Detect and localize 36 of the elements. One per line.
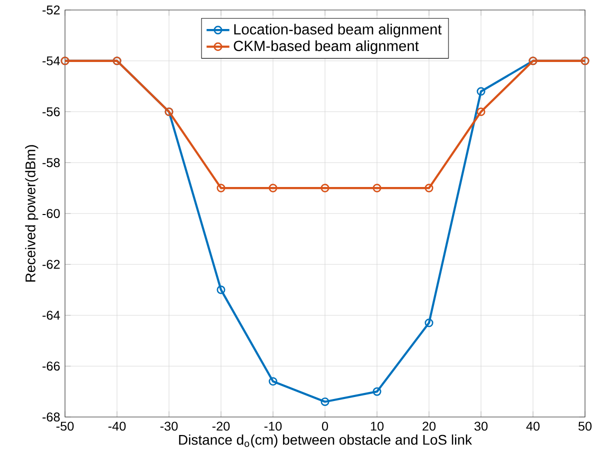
x-tick-label: 30 — [474, 422, 488, 431]
point — [216, 286, 226, 294]
y-tick-label: -58 — [42, 158, 60, 168]
x-tick-label: 20 — [422, 422, 436, 431]
y-tick-label: -52 — [42, 6, 60, 14]
x-tick-label: -40 — [108, 422, 126, 431]
y-tick-label: -54 — [42, 56, 60, 66]
point — [476, 87, 486, 96]
legend-label: CKM-based beam alignment — [234, 40, 419, 54]
legend-label: Location-based beam alignment — [234, 24, 442, 38]
x-tick-label: 40 — [526, 422, 540, 431]
point — [424, 318, 434, 328]
y-tick-label: -62 — [42, 260, 60, 269]
x-tick-label: 10 — [370, 422, 384, 431]
x-tick-label: 0 — [322, 422, 328, 431]
point — [320, 184, 330, 192]
point — [372, 387, 382, 396]
x-tick-label: -10 — [264, 422, 282, 431]
x-tick-label: 50 — [578, 422, 592, 431]
point — [216, 184, 226, 192]
y-tick-label: -68 — [42, 412, 60, 422]
y-tick-label: -56 — [42, 107, 60, 116]
x-tick-label: -30 — [160, 422, 178, 431]
point — [268, 184, 278, 192]
x-tick-label: -20 — [212, 422, 230, 431]
y-axis-title: Received power(dBm) — [25, 145, 38, 282]
y-tick-label: -60 — [42, 209, 60, 218]
point — [424, 184, 434, 192]
y-tick-label: -66 — [42, 362, 60, 371]
point — [476, 107, 486, 116]
point — [372, 184, 382, 192]
x-tick-label: -50 — [56, 422, 74, 431]
point — [320, 397, 330, 406]
y-tick-label: -64 — [42, 310, 60, 320]
x-axis-title: Distance d$_{o}$(cm) between obstacle and LoS link — [179, 434, 472, 448]
point — [268, 377, 278, 386]
